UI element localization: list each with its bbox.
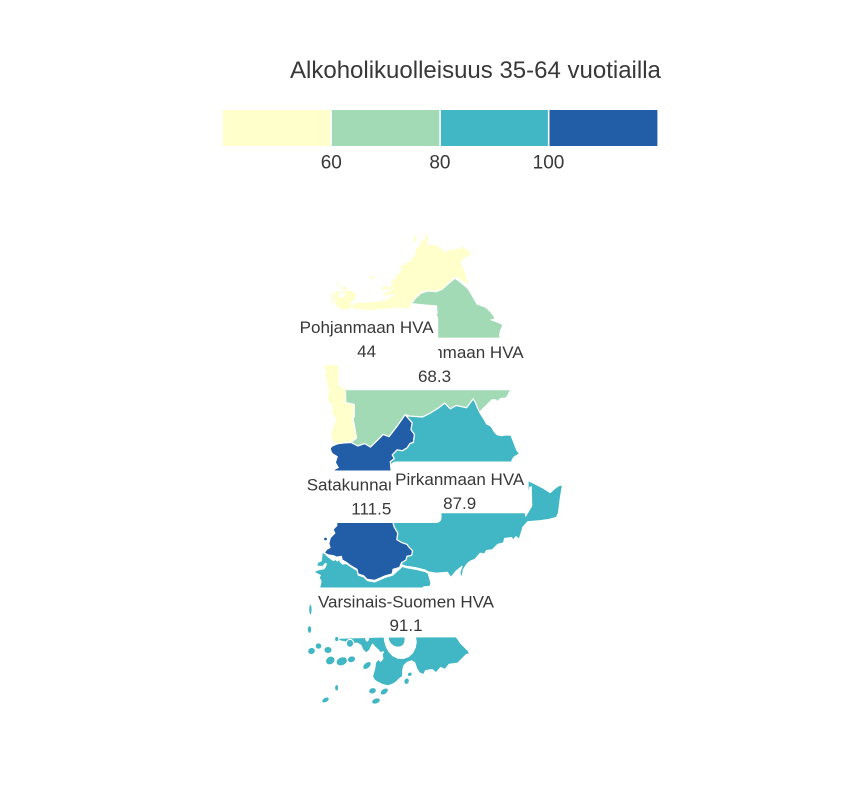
svg-text:Pohjanmaan HVA: Pohjanmaan HVA <box>300 318 435 337</box>
svg-text:68.3: 68.3 <box>418 367 451 386</box>
svg-text:Pirkanmaan HVA: Pirkanmaan HVA <box>395 470 525 489</box>
svg-text:111.5: 111.5 <box>351 500 391 519</box>
svg-text:44: 44 <box>357 342 376 361</box>
svg-text:Varsinais-Suomen HVA: Varsinais-Suomen HVA <box>318 593 495 612</box>
svg-text:Alkoholikuolleisuus 35-64 vuot: Alkoholikuolleisuus 35-64 vuotiailla <box>290 57 662 84</box>
svg-text:100: 100 <box>533 153 565 174</box>
svg-text:60: 60 <box>321 153 342 174</box>
svg-text:91.1: 91.1 <box>389 616 422 635</box>
svg-text:80: 80 <box>429 153 450 174</box>
svg-text:87.9: 87.9 <box>443 494 476 513</box>
